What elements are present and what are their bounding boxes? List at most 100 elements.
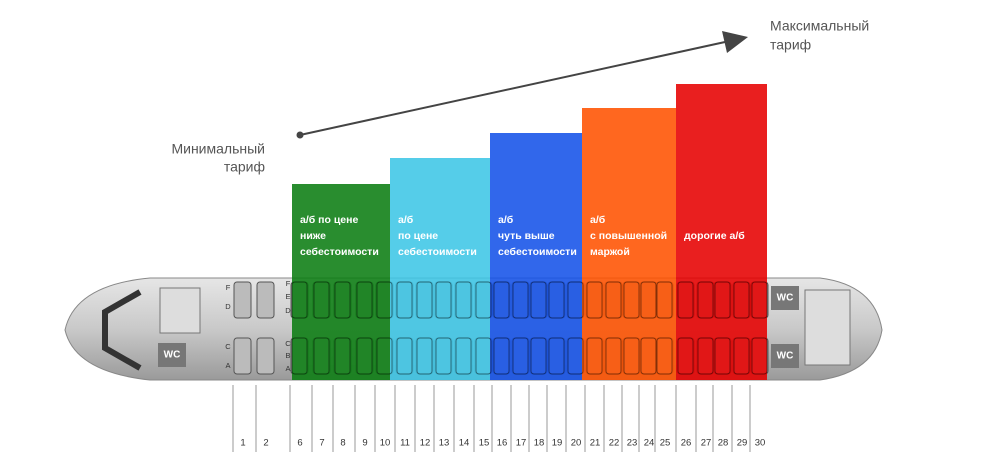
fare-zone bbox=[292, 184, 390, 380]
seat-outline bbox=[567, 281, 584, 319]
seat-outline bbox=[291, 281, 308, 319]
seat-outline bbox=[435, 337, 452, 375]
seat-letter: A bbox=[225, 361, 230, 370]
seat bbox=[233, 337, 252, 375]
seat-outline bbox=[530, 337, 547, 375]
wc-label: WC bbox=[164, 350, 181, 361]
seat-letter: C bbox=[225, 342, 231, 351]
row-number: 20 bbox=[571, 438, 582, 449]
row-number: 11 bbox=[400, 438, 410, 449]
seat-outline bbox=[548, 337, 565, 375]
row-number: 25 bbox=[660, 438, 671, 449]
seat-letter: A bbox=[285, 364, 290, 373]
arrow-line bbox=[299, 41, 726, 136]
zone-label: по цене bbox=[398, 230, 438, 242]
seat-outline bbox=[356, 281, 373, 319]
seat-letter: F bbox=[226, 283, 231, 292]
seat-outline bbox=[548, 281, 565, 319]
seat-outline bbox=[640, 281, 657, 319]
seat-outline bbox=[313, 337, 330, 375]
seat bbox=[233, 281, 252, 319]
zone-label: с повышенной bbox=[590, 230, 667, 242]
seat-outline bbox=[376, 281, 393, 319]
row-number: 15 bbox=[479, 438, 490, 449]
seat-outline bbox=[493, 281, 510, 319]
row-number: 7 bbox=[319, 438, 324, 449]
seat-outline bbox=[751, 281, 768, 319]
row-number: 19 bbox=[552, 438, 563, 449]
seat bbox=[256, 337, 275, 375]
seat-outline bbox=[623, 337, 640, 375]
wc-label: WC bbox=[777, 351, 794, 362]
row-number: 26 bbox=[681, 438, 692, 449]
seat-outline bbox=[586, 281, 603, 319]
zone-label: ниже bbox=[300, 230, 326, 242]
row-number: 18 bbox=[534, 438, 545, 449]
seat-letter: F bbox=[286, 279, 291, 288]
row-number: 13 bbox=[439, 438, 450, 449]
seat-outline bbox=[455, 281, 472, 319]
seat-outline bbox=[586, 337, 603, 375]
seat-outline bbox=[334, 281, 351, 319]
row-number: 22 bbox=[609, 438, 620, 449]
seat-outline bbox=[714, 337, 731, 375]
zone-label: себестоимости bbox=[398, 246, 477, 258]
row-number: 16 bbox=[497, 438, 508, 449]
seat-outline bbox=[455, 337, 472, 375]
seat-outline bbox=[512, 337, 529, 375]
row-number: 6 bbox=[297, 438, 302, 449]
fare-zone bbox=[582, 108, 676, 380]
zone-label: себестоимости bbox=[498, 246, 577, 258]
seat-outline bbox=[605, 337, 622, 375]
seat-outline bbox=[605, 281, 622, 319]
seat-outline bbox=[567, 337, 584, 375]
row-number: 17 bbox=[516, 438, 527, 449]
wc-box bbox=[158, 343, 186, 367]
seat-outline bbox=[475, 281, 492, 319]
seat-outline bbox=[733, 337, 750, 375]
seat-outline bbox=[334, 337, 351, 375]
min-label: тариф bbox=[224, 159, 265, 175]
seat-outline bbox=[396, 281, 413, 319]
seat-outline bbox=[435, 281, 452, 319]
cockpit bbox=[102, 289, 142, 371]
row-number: 14 bbox=[459, 438, 470, 449]
wc-box bbox=[771, 286, 799, 310]
fare-zone bbox=[390, 158, 490, 380]
seat-outline bbox=[733, 281, 750, 319]
galley bbox=[159, 287, 201, 334]
fare-zone bbox=[490, 133, 582, 380]
row-number: 21 bbox=[590, 438, 601, 449]
row-number: 30 bbox=[755, 438, 766, 449]
seat-outline bbox=[656, 337, 673, 375]
seat-outline bbox=[416, 337, 433, 375]
row-number: 10 bbox=[380, 438, 391, 449]
zone-label: а/б bbox=[498, 214, 514, 226]
row-number: 24 bbox=[644, 438, 655, 449]
seat-outline bbox=[656, 281, 673, 319]
row-number: 29 bbox=[737, 438, 748, 449]
zone-label: маржой bbox=[590, 246, 630, 258]
zone-label: а/б bbox=[590, 214, 606, 226]
seat bbox=[256, 281, 275, 319]
seat-outline bbox=[313, 281, 330, 319]
arrow-head bbox=[722, 31, 748, 53]
seat-outline bbox=[677, 281, 694, 319]
seat-letter: D bbox=[225, 302, 231, 311]
max-label: тариф bbox=[770, 37, 811, 53]
wc-label: WC bbox=[777, 293, 794, 304]
zone-label: дорогие а/б bbox=[684, 230, 745, 242]
seat-outline bbox=[623, 281, 640, 319]
seat-outline bbox=[356, 337, 373, 375]
row-number: 28 bbox=[718, 438, 729, 449]
seat-outline bbox=[697, 281, 714, 319]
seat-outline bbox=[512, 281, 529, 319]
seat-letter: E bbox=[285, 292, 290, 301]
zone-label: а/б по цене bbox=[300, 214, 358, 226]
row-number: 1 bbox=[240, 438, 245, 449]
seat-outline bbox=[677, 337, 694, 375]
seat-outline bbox=[751, 337, 768, 375]
seat-outline bbox=[714, 281, 731, 319]
seat-outline bbox=[475, 337, 492, 375]
